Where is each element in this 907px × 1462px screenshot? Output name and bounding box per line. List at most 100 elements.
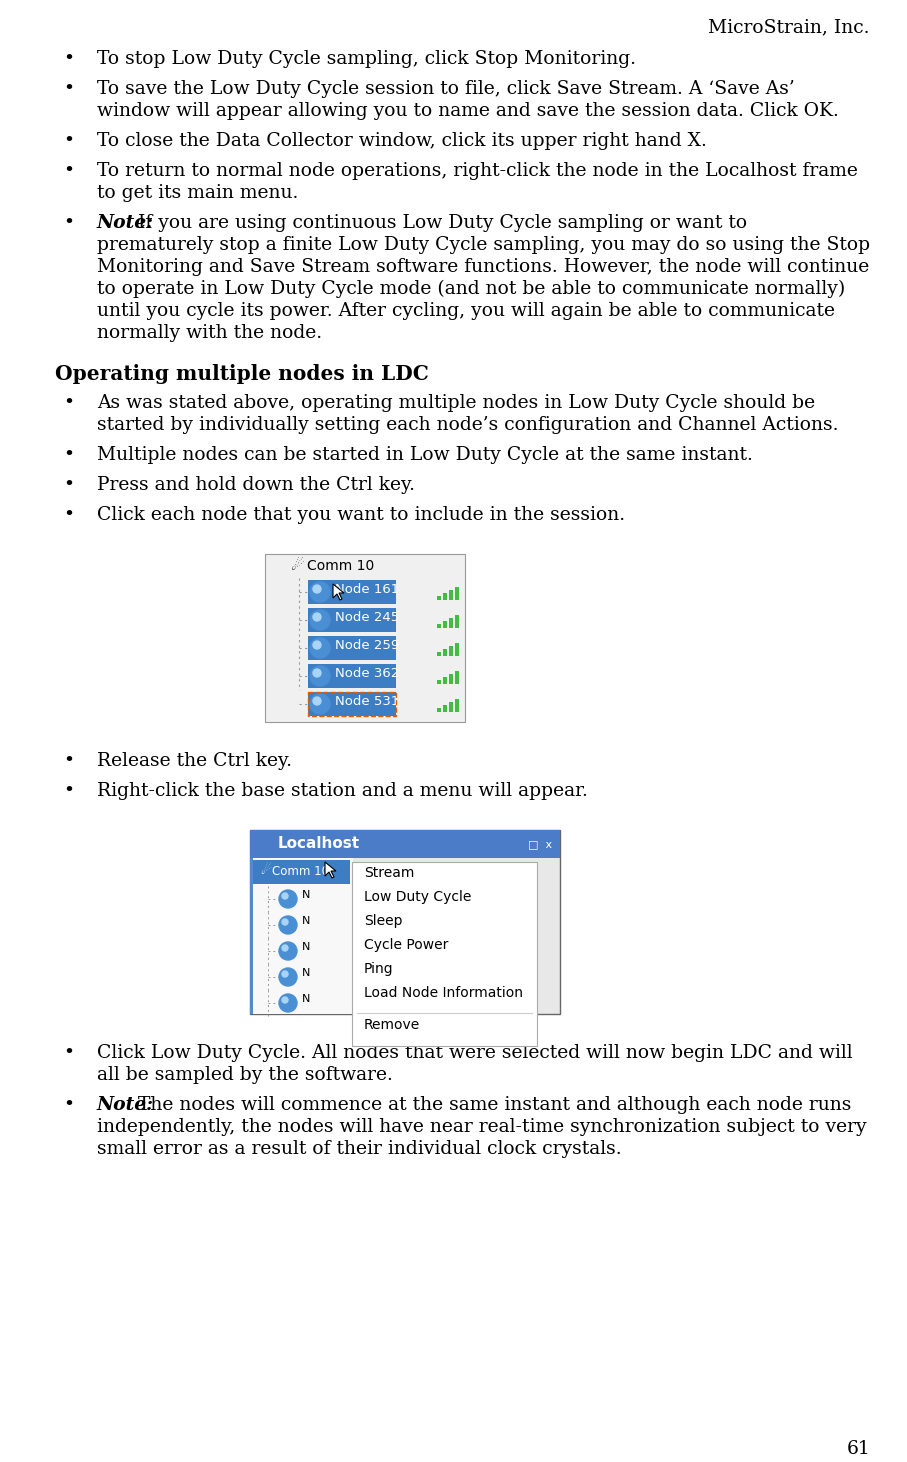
Bar — [308, 608, 396, 632]
Bar — [449, 646, 453, 656]
Text: To close the Data Collector window, click its upper right hand X.: To close the Data Collector window, clic… — [97, 132, 707, 151]
Bar — [265, 554, 465, 722]
Bar — [443, 705, 447, 712]
Text: •: • — [63, 477, 74, 494]
Text: Stream: Stream — [364, 866, 414, 880]
Text: all be sampled by the software.: all be sampled by the software. — [97, 1066, 393, 1083]
Text: Release the Ctrl key.: Release the Ctrl key. — [97, 751, 292, 770]
Bar — [308, 692, 396, 716]
Text: To stop Low Duty Cycle sampling, click Stop Monitoring.: To stop Low Duty Cycle sampling, click S… — [97, 50, 636, 69]
Text: started by individually setting each node’s configuration and Channel Actions.: started by individually setting each nod… — [97, 417, 838, 434]
Text: N: N — [302, 968, 310, 978]
Circle shape — [279, 994, 297, 1012]
Text: Node 245: Node 245 — [335, 611, 399, 624]
Text: Node 531: Node 531 — [335, 694, 399, 708]
Circle shape — [313, 585, 321, 594]
Bar — [437, 708, 441, 712]
Bar — [253, 858, 353, 1015]
Text: Load Node Information: Load Node Information — [364, 985, 523, 1000]
Bar — [352, 863, 537, 1045]
Text: Note:: Note: — [97, 1096, 154, 1114]
Circle shape — [310, 582, 330, 602]
Text: As was stated above, operating multiple nodes in Low Duty Cycle should be: As was stated above, operating multiple … — [97, 393, 815, 412]
Text: until you cycle its power. After cycling, you will again be able to communicate: until you cycle its power. After cycling… — [97, 303, 835, 320]
Bar — [449, 618, 453, 629]
Text: N: N — [302, 942, 310, 952]
Text: Monitoring and Save Stream software functions. However, the node will continue: Monitoring and Save Stream software func… — [97, 257, 869, 276]
Circle shape — [282, 997, 288, 1003]
Bar — [455, 671, 459, 684]
Text: •: • — [63, 1096, 74, 1114]
Circle shape — [279, 942, 297, 961]
Text: Node 362: Node 362 — [335, 667, 399, 680]
Circle shape — [282, 971, 288, 977]
Circle shape — [279, 968, 297, 985]
Text: MicroStrain, Inc.: MicroStrain, Inc. — [708, 18, 870, 37]
Bar — [455, 588, 459, 599]
Text: N: N — [302, 917, 310, 925]
Text: Sleep: Sleep — [364, 914, 403, 928]
Bar — [308, 580, 396, 604]
Circle shape — [282, 944, 288, 950]
Bar — [455, 616, 459, 629]
Bar — [253, 860, 350, 885]
Bar — [308, 664, 396, 689]
Text: N: N — [302, 890, 310, 901]
Text: Cycle Power: Cycle Power — [364, 939, 448, 952]
Bar — [250, 830, 560, 1015]
Text: Ping: Ping — [364, 962, 394, 977]
Text: The nodes will commence at the same instant and although each node runs: The nodes will commence at the same inst… — [132, 1096, 852, 1114]
Text: N: N — [302, 994, 310, 1004]
Text: If you are using continuous Low Duty Cycle sampling or want to: If you are using continuous Low Duty Cyc… — [132, 213, 747, 232]
Circle shape — [310, 694, 330, 713]
Bar — [308, 692, 396, 716]
Bar — [443, 677, 447, 684]
Bar — [455, 643, 459, 656]
Text: Press and hold down the Ctrl key.: Press and hold down the Ctrl key. — [97, 477, 415, 494]
Polygon shape — [333, 583, 344, 599]
Text: •: • — [63, 132, 74, 151]
Text: Right-click the base station and a menu will appear.: Right-click the base station and a menu … — [97, 782, 588, 800]
Text: •: • — [63, 393, 74, 412]
Circle shape — [313, 613, 321, 621]
Text: to operate in Low Duty Cycle mode (and not be able to communicate normally): to operate in Low Duty Cycle mode (and n… — [97, 281, 845, 298]
Circle shape — [313, 670, 321, 677]
Circle shape — [282, 920, 288, 925]
Bar — [437, 680, 441, 684]
Text: •: • — [63, 162, 74, 180]
Text: •: • — [63, 506, 74, 523]
Bar — [449, 702, 453, 712]
Text: 61: 61 — [846, 1440, 870, 1458]
Text: □  x: □ x — [528, 839, 552, 849]
Text: Localhost: Localhost — [278, 836, 360, 851]
Text: Multiple nodes can be started in Low Duty Cycle at the same instant.: Multiple nodes can be started in Low Dut… — [97, 446, 753, 463]
Text: Click Low Duty Cycle. All nodes that were selected will now begin LDC and will: Click Low Duty Cycle. All nodes that wer… — [97, 1044, 853, 1061]
Text: Remove: Remove — [364, 1018, 420, 1032]
Text: ☄: ☄ — [291, 558, 305, 573]
Bar — [250, 830, 560, 858]
Circle shape — [313, 697, 321, 705]
Circle shape — [279, 917, 297, 934]
Text: Click each node that you want to include in the session.: Click each node that you want to include… — [97, 506, 625, 523]
Text: small error as a result of their individual clock crystals.: small error as a result of their individ… — [97, 1140, 621, 1158]
Circle shape — [310, 637, 330, 658]
Bar — [437, 596, 441, 599]
Text: ☄: ☄ — [260, 864, 271, 877]
Text: Operating multiple nodes in LDC: Operating multiple nodes in LDC — [55, 364, 429, 385]
Text: Comm 10: Comm 10 — [307, 558, 375, 573]
Bar — [443, 621, 447, 629]
Text: •: • — [63, 80, 74, 98]
Polygon shape — [325, 863, 336, 879]
Bar — [250, 858, 253, 1015]
Bar — [449, 674, 453, 684]
Text: independently, the nodes will have near real-time synchronization subject to ver: independently, the nodes will have near … — [97, 1118, 866, 1136]
Text: Node 259: Node 259 — [335, 639, 399, 652]
Text: Note:: Note: — [97, 213, 154, 232]
Text: To save the Low Duty Cycle session to file, click Save Stream. A ‘Save As’: To save the Low Duty Cycle session to fi… — [97, 80, 795, 98]
Text: window will appear allowing you to name and save the session data. Click OK.: window will appear allowing you to name … — [97, 102, 839, 120]
Text: •: • — [63, 1044, 74, 1061]
Circle shape — [310, 610, 330, 630]
Circle shape — [282, 893, 288, 899]
Circle shape — [310, 667, 330, 686]
Text: •: • — [63, 213, 74, 232]
